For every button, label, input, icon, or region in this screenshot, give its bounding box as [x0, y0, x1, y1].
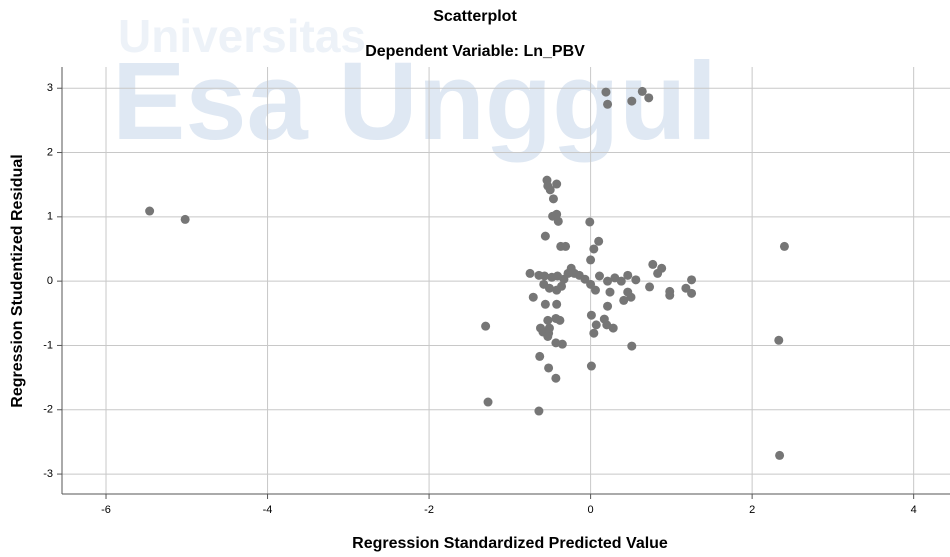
point: [779, 241, 789, 251]
point: [145, 206, 155, 216]
point: [525, 268, 535, 278]
point: [180, 214, 190, 224]
point: [540, 231, 550, 241]
watermark: Esa Unggul: [112, 40, 717, 163]
y-axis-label: Regression Studentized Residual: [9, 154, 26, 407]
point: [637, 86, 647, 96]
y-tick-label: -2: [43, 404, 53, 416]
point: [631, 275, 641, 285]
point: [540, 299, 550, 309]
point: [586, 310, 596, 320]
point: [544, 363, 554, 373]
point: [594, 236, 604, 246]
point: [775, 450, 785, 460]
point: [601, 87, 611, 97]
point: [610, 273, 620, 283]
y-tick-label: -3: [43, 468, 53, 480]
point: [608, 323, 618, 333]
y-tick-label: 0: [47, 275, 53, 287]
point: [605, 287, 615, 297]
point: [586, 361, 596, 371]
chart-subtitle: Dependent Variable: Ln_PBV: [365, 43, 585, 60]
point: [627, 341, 637, 351]
x-axis-label: Regression Standardized Predicted Value: [352, 535, 668, 552]
point: [603, 301, 613, 311]
y-tick-label: 1: [47, 211, 53, 223]
point: [603, 99, 613, 109]
point: [687, 288, 697, 298]
point: [586, 255, 596, 265]
point: [774, 335, 784, 345]
point: [534, 406, 544, 416]
point: [481, 321, 491, 331]
point: [547, 272, 557, 282]
y-tick-label: -1: [43, 339, 53, 351]
point: [551, 373, 561, 383]
watermark: Universitas: [118, 10, 366, 62]
point: [557, 339, 567, 349]
point: [687, 275, 697, 285]
x-tick-label: -4: [263, 504, 273, 516]
chart-title: Scatterplot: [433, 8, 517, 25]
point: [591, 320, 601, 330]
x-tick-label: 4: [911, 504, 917, 516]
point: [589, 328, 599, 338]
point: [561, 241, 571, 251]
x-tick-label: 0: [588, 504, 594, 516]
point: [557, 281, 567, 291]
x-tick-label: 2: [749, 504, 755, 516]
point: [483, 397, 493, 407]
point: [603, 276, 613, 286]
x-tick-label: -6: [101, 504, 111, 516]
point: [528, 292, 538, 302]
point: [619, 295, 629, 305]
point: [644, 93, 654, 103]
point: [544, 283, 554, 293]
point: [590, 285, 600, 295]
point: [534, 270, 544, 280]
point: [552, 299, 562, 309]
point: [665, 290, 675, 300]
point: [623, 287, 633, 297]
point: [552, 179, 562, 189]
point: [552, 209, 562, 219]
y-tick-label: 2: [47, 146, 53, 158]
point: [585, 217, 595, 227]
point: [589, 244, 599, 254]
point: [548, 194, 558, 204]
point: [543, 315, 553, 325]
point: [627, 96, 637, 106]
point: [594, 271, 604, 281]
y-tick-label: 3: [47, 82, 53, 94]
point: [535, 351, 545, 361]
x-tick-label: -2: [424, 504, 434, 516]
point: [555, 315, 565, 325]
point: [545, 185, 555, 195]
point: [553, 216, 563, 226]
point: [645, 282, 655, 292]
point: [653, 268, 663, 278]
point: [623, 270, 633, 280]
point: [543, 331, 553, 341]
point: [648, 259, 658, 269]
point: [599, 314, 609, 324]
